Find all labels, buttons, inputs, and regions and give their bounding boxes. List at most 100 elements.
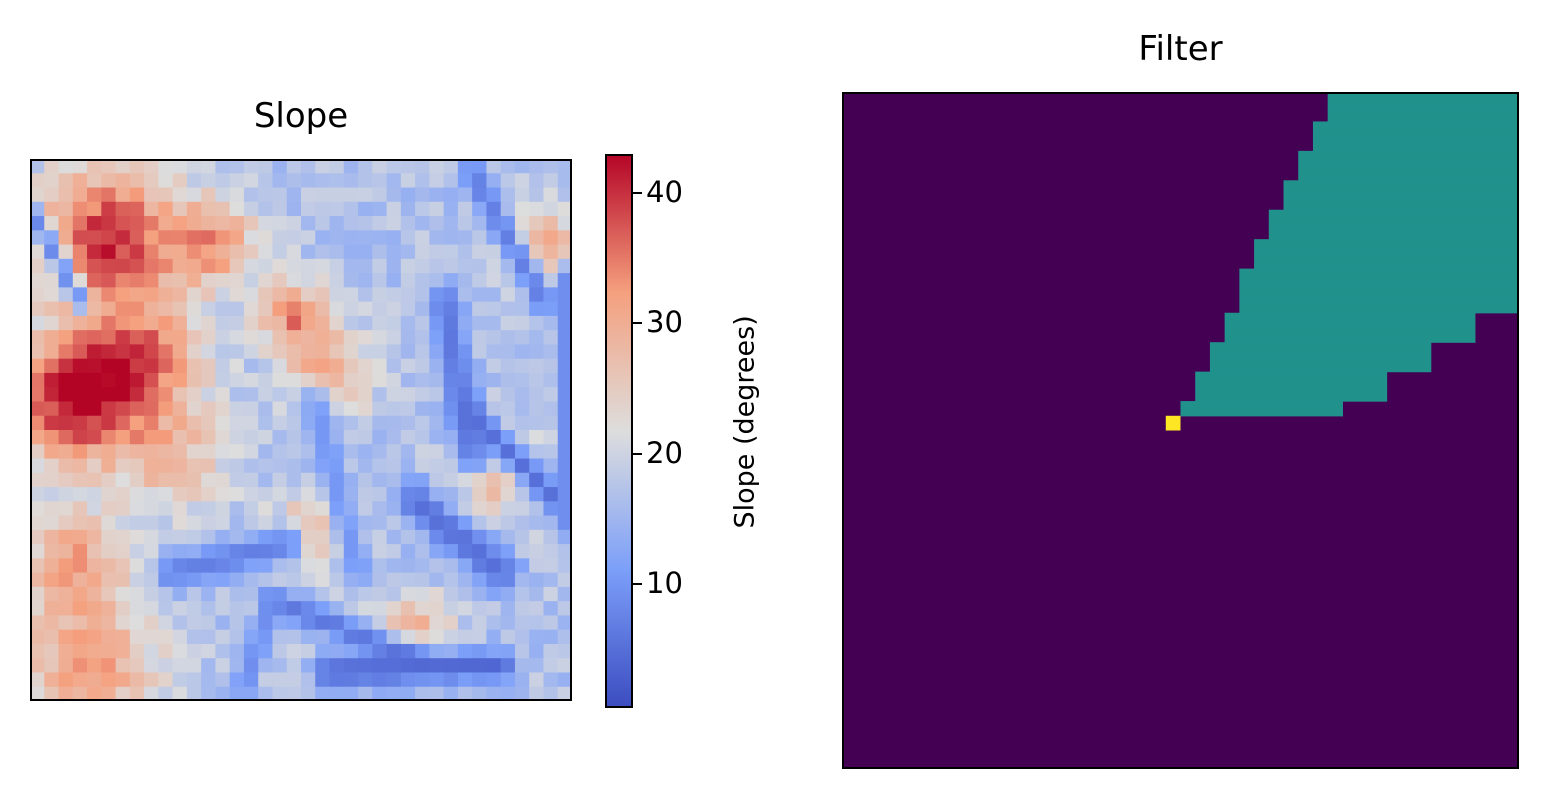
- slope-cell: [144, 344, 159, 359]
- slope-cell: [444, 287, 459, 302]
- slope-cell: [116, 530, 131, 545]
- slope-cell: [515, 373, 530, 388]
- slope-cell: [372, 344, 387, 359]
- slope-cell: [30, 188, 45, 203]
- slope-cell: [187, 287, 202, 302]
- slope-cell: [472, 416, 487, 431]
- slope-cell: [486, 558, 501, 573]
- slope-cell: [515, 516, 530, 531]
- slope-cell: [201, 245, 216, 260]
- slope-cell: [315, 173, 330, 188]
- slope-cell: [486, 501, 501, 516]
- slope-cell: [401, 473, 416, 488]
- slope-cell: [30, 530, 45, 545]
- slope-cell: [158, 330, 173, 345]
- slope-cell: [515, 259, 530, 274]
- slope-cell: [73, 202, 88, 217]
- slope-cell: [472, 615, 487, 630]
- slope-cell: [501, 630, 516, 645]
- slope-cell: [444, 516, 459, 531]
- slope-cell: [187, 230, 202, 245]
- slope-cell: [472, 487, 487, 502]
- slope-cell: [244, 687, 259, 701]
- slope-cell: [158, 501, 173, 516]
- slope-cell: [101, 473, 116, 488]
- slope-cell: [173, 302, 188, 317]
- slope-colorbar: [605, 154, 633, 708]
- slope-cell: [472, 501, 487, 516]
- slope-cell: [315, 544, 330, 559]
- slope-cell: [429, 444, 444, 459]
- slope-cell: [44, 373, 59, 388]
- slope-cell: [515, 316, 530, 331]
- slope-cell: [486, 530, 501, 545]
- slope-cell: [315, 416, 330, 431]
- slope-cell: [287, 630, 302, 645]
- slope-cell: [44, 245, 59, 260]
- slope-cell: [144, 202, 159, 217]
- slope-cell: [472, 387, 487, 402]
- slope-cell: [301, 230, 316, 245]
- slope-cell: [330, 430, 345, 445]
- colorbar-tick-mark: [633, 583, 642, 585]
- slope-cell: [201, 473, 216, 488]
- slope-cell: [144, 287, 159, 302]
- slope-cell: [515, 630, 530, 645]
- slope-cell: [401, 202, 416, 217]
- slope-cell: [244, 230, 259, 245]
- slope-cell: [330, 401, 345, 416]
- slope-cell: [358, 316, 373, 331]
- slope-cell: [401, 672, 416, 687]
- slope-cell: [272, 387, 287, 402]
- slope-cell: [258, 245, 273, 260]
- slope-cell: [130, 401, 145, 416]
- slope-cell: [215, 530, 230, 545]
- slope-cell: [144, 173, 159, 188]
- slope-cell: [344, 601, 359, 616]
- slope-cell: [30, 544, 45, 559]
- slope-cell: [501, 516, 516, 531]
- slope-cell: [401, 373, 416, 388]
- slope-cell: [187, 216, 202, 231]
- slope-cell: [73, 159, 88, 174]
- filter-region-row: [1284, 180, 1519, 195]
- slope-cell: [429, 644, 444, 659]
- slope-cell: [301, 188, 316, 203]
- slope-cell: [30, 501, 45, 516]
- slope-cell: [287, 473, 302, 488]
- slope-cell: [73, 615, 88, 630]
- slope-cell: [558, 359, 572, 374]
- slope-cell: [230, 302, 245, 317]
- slope-cell: [130, 330, 145, 345]
- slope-cell: [444, 501, 459, 516]
- slope-cell: [301, 459, 316, 474]
- slope-cell: [201, 273, 216, 288]
- slope-cell: [372, 245, 387, 260]
- slope-cell: [472, 601, 487, 616]
- slope-cell: [372, 487, 387, 502]
- slope-cell: [187, 501, 202, 516]
- slope-cell: [244, 202, 259, 217]
- slope-cell: [258, 259, 273, 274]
- slope-cell: [44, 630, 59, 645]
- slope-cell: [415, 430, 430, 445]
- slope-cell: [330, 216, 345, 231]
- slope-cell: [444, 202, 459, 217]
- slope-cell: [301, 202, 316, 217]
- slope-cell: [387, 330, 402, 345]
- slope-cell: [558, 687, 572, 701]
- slope-cell: [429, 401, 444, 416]
- slope-cell: [415, 401, 430, 416]
- slope-cell: [372, 473, 387, 488]
- slope-cell: [458, 544, 473, 559]
- slope-cell: [301, 558, 316, 573]
- slope-cell: [258, 544, 273, 559]
- slope-cell: [230, 245, 245, 260]
- slope-cell: [444, 430, 459, 445]
- slope-cell: [272, 544, 287, 559]
- slope-cell: [258, 573, 273, 588]
- slope-cell: [429, 159, 444, 174]
- slope-cell: [501, 573, 516, 588]
- slope-cell: [173, 615, 188, 630]
- slope-cell: [158, 430, 173, 445]
